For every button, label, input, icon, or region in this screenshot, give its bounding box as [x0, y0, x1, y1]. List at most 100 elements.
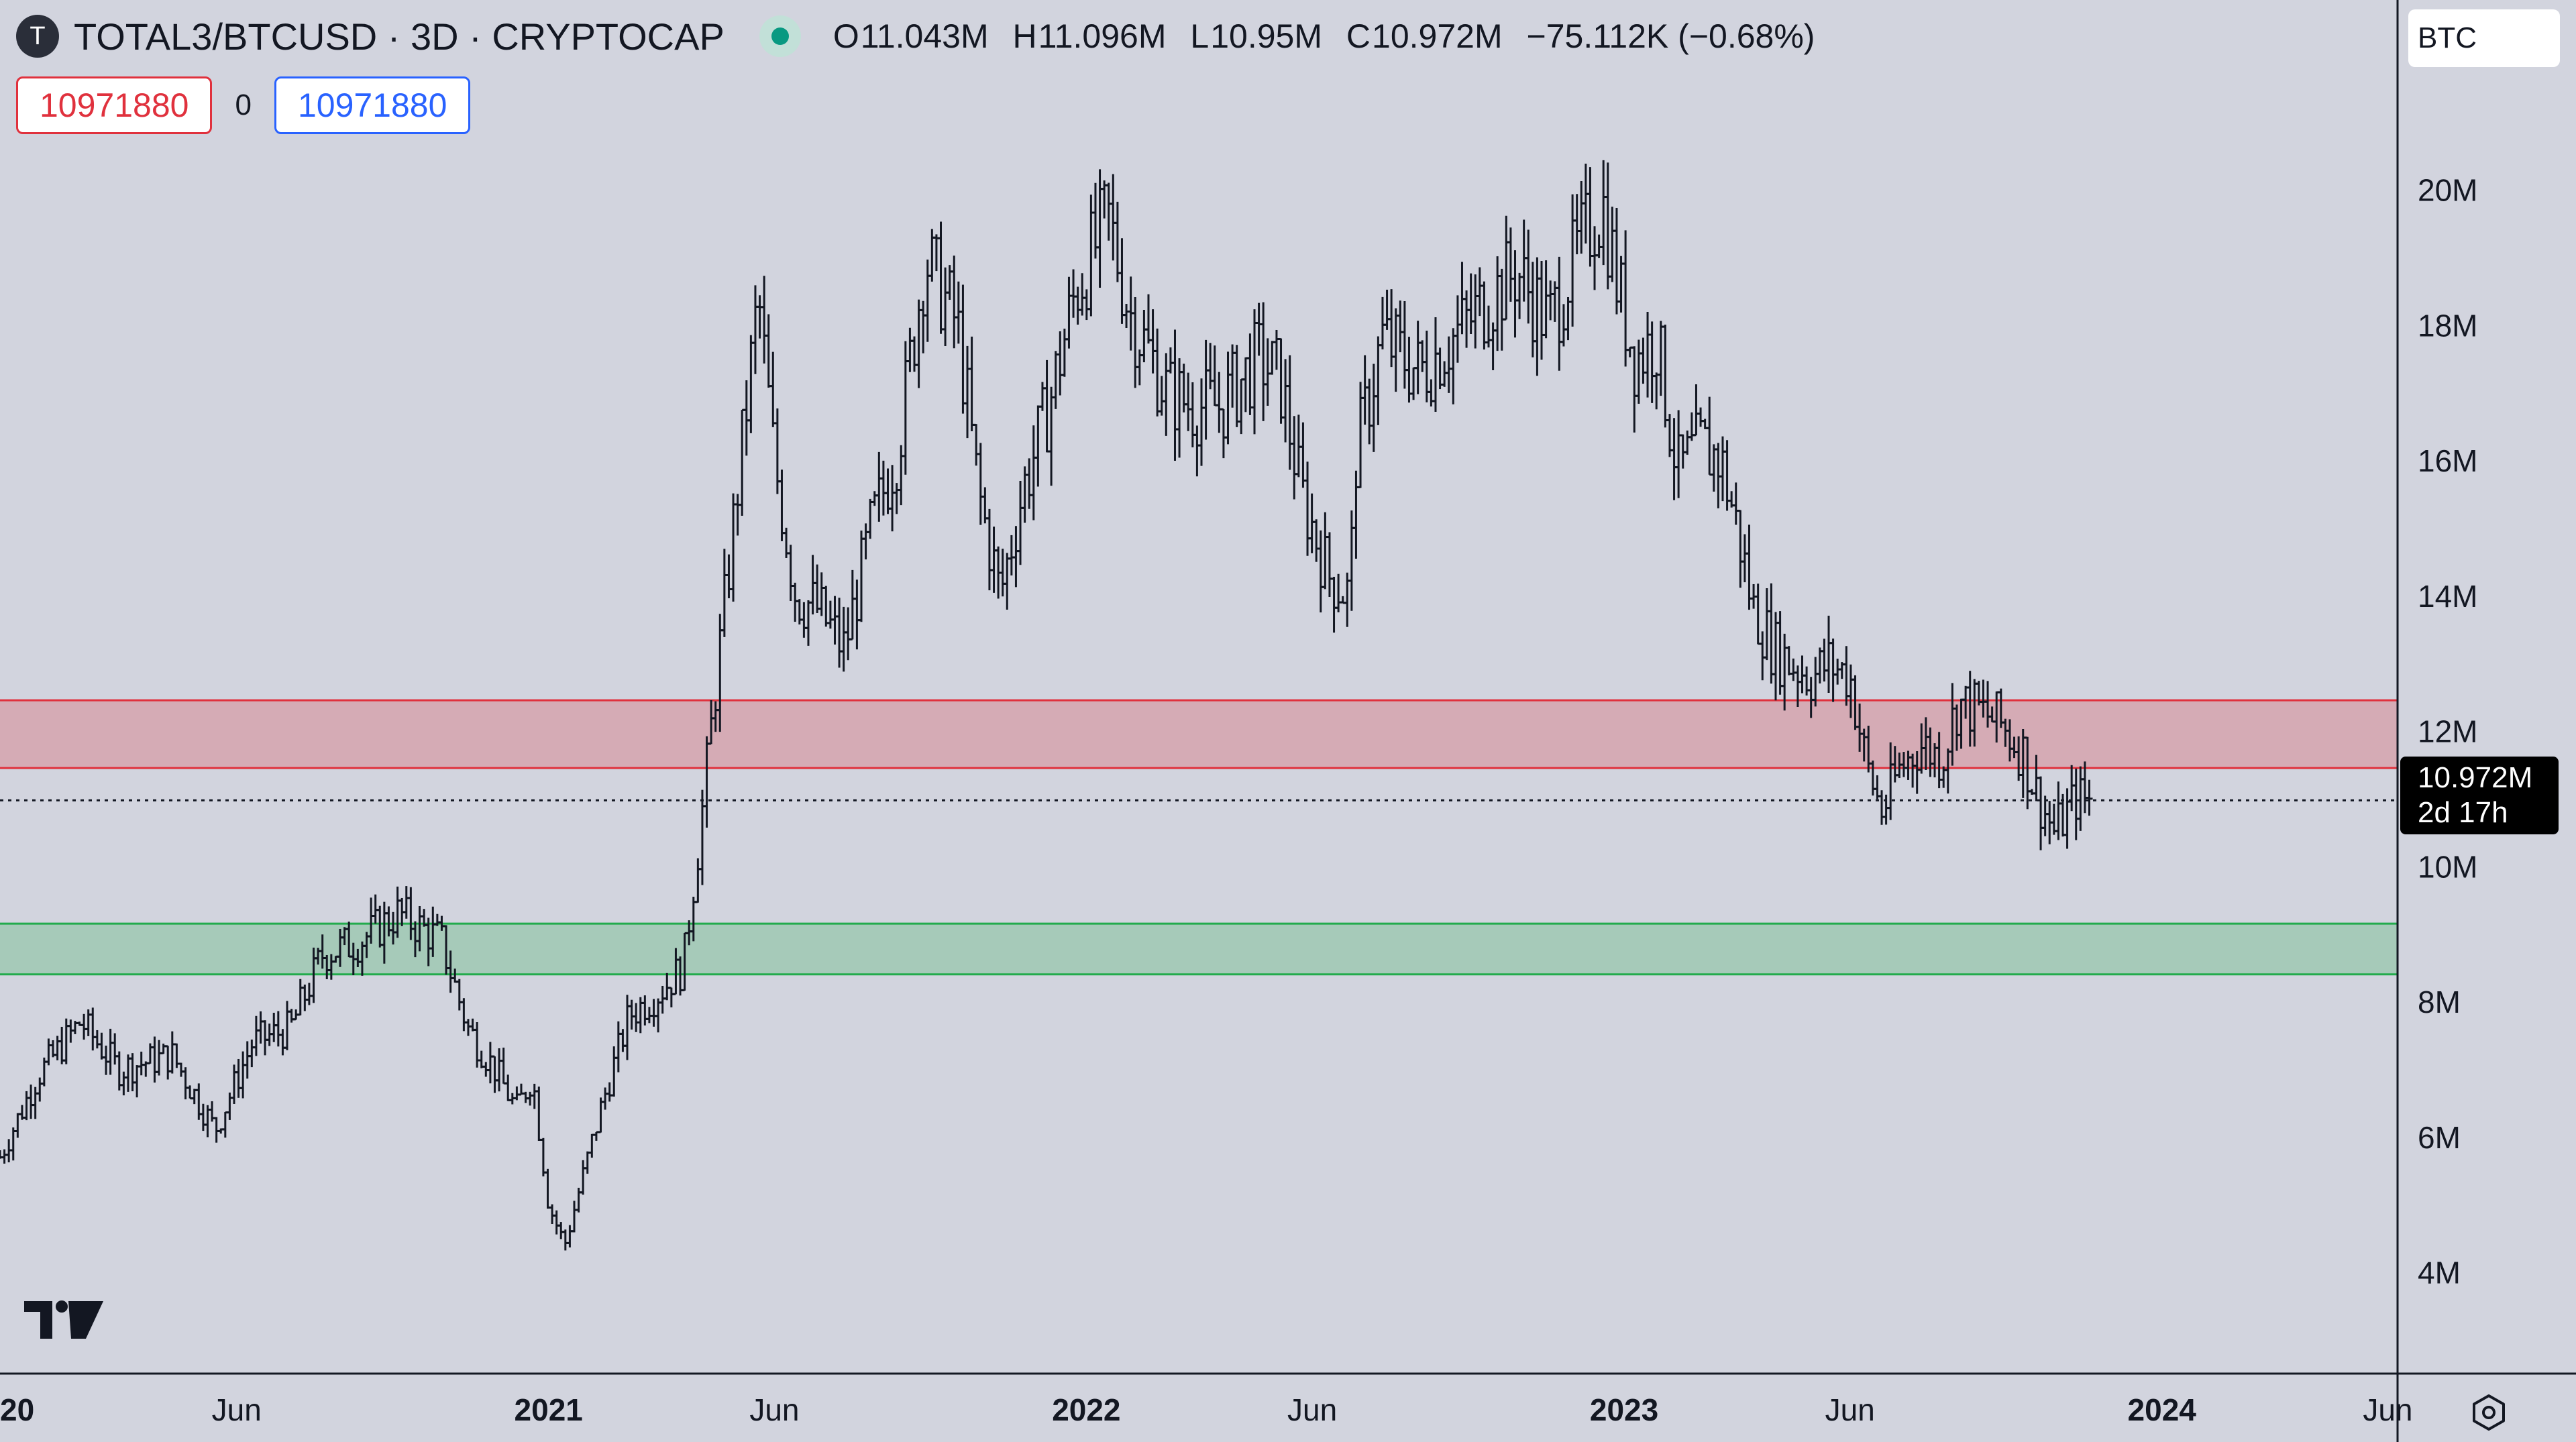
candle: [862, 523, 869, 560]
current-price-label: 10.972M 2d 17h: [2400, 757, 2559, 834]
candle: [1171, 329, 1179, 461]
candle: [279, 1029, 286, 1056]
candle: [500, 1047, 507, 1085]
ohlc-values: O11.043M H11.096M L10.95M C10.972M −75.1…: [833, 17, 1815, 56]
market-status-icon[interactable]: [759, 15, 801, 57]
candle: [164, 1045, 172, 1080]
candle: [544, 1168, 551, 1209]
candle-layer: [0, 160, 2093, 1251]
candle: [857, 531, 865, 622]
sell-button[interactable]: 10971880: [16, 76, 213, 134]
candle: [54, 1036, 61, 1060]
candle: [1034, 405, 1042, 487]
candle: [230, 1064, 237, 1104]
candle: [765, 314, 772, 388]
candle: [1706, 396, 1713, 476]
candle: [98, 1032, 105, 1060]
candle: [1154, 328, 1161, 417]
candle: [527, 1091, 534, 1106]
candle: [1503, 215, 1510, 321]
candle: [1772, 612, 1779, 701]
currency-label: BTC: [2418, 21, 2477, 54]
candle: [1538, 260, 1546, 360]
candle: [1, 1149, 8, 1164]
buy-button[interactable]: 10971880: [274, 76, 471, 134]
candle: [2077, 766, 2084, 831]
candle: [889, 465, 896, 532]
settings-gear-icon[interactable]: [2470, 1394, 2508, 1431]
x-tick-label: 2022: [1052, 1392, 1120, 1427]
candle: [570, 1201, 578, 1233]
candle: [557, 1222, 565, 1239]
candle: [973, 423, 980, 466]
candle: [1291, 416, 1298, 500]
candle: [849, 569, 856, 641]
candle: [1246, 333, 1254, 415]
candle: [191, 1089, 198, 1105]
candle: [1216, 372, 1223, 433]
symbol-header[interactable]: T TOTAL3/BTCUSD · 3D · CRYPTOCAP O11.043…: [16, 12, 1815, 60]
tradingview-logo-icon[interactable]: [21, 1296, 106, 1344]
candle: [698, 789, 706, 885]
candle: [610, 1046, 618, 1097]
candle: [1785, 646, 1792, 675]
candle: [549, 1204, 556, 1225]
currency-selector[interactable]: BTC: [2408, 9, 2560, 67]
candle: [283, 1001, 290, 1050]
candle: [2081, 761, 2088, 814]
candle: [932, 234, 940, 272]
candle: [1149, 309, 1157, 374]
trade-buttons: 10971880 0 10971880: [16, 75, 471, 135]
candle: [968, 336, 975, 431]
candle: [1375, 336, 1382, 425]
candle: [58, 1026, 66, 1064]
candle: [531, 1083, 538, 1109]
candle: [1383, 289, 1391, 330]
candle: [1882, 794, 1890, 825]
candle: [1569, 194, 1576, 327]
symbol-logo-letter: T: [30, 21, 46, 50]
candle: [1481, 281, 1488, 350]
candle: [920, 300, 927, 353]
resistance-zone: [0, 700, 2398, 769]
candle: [792, 582, 799, 622]
candle: [1648, 321, 1656, 403]
symbol-title[interactable]: TOTAL3/BTCUSD · 3D · CRYPTOCAP: [74, 15, 724, 58]
candle: [1498, 268, 1505, 351]
candle: [879, 460, 887, 516]
candle: [1366, 378, 1373, 445]
candle: [1525, 229, 1532, 324]
candle: [1812, 657, 1819, 707]
candle: [566, 1225, 574, 1247]
candle: [845, 607, 852, 661]
candle: [1578, 180, 1585, 254]
candle: [402, 886, 410, 919]
candle: [239, 1051, 247, 1099]
candle: [93, 1030, 101, 1049]
candle: [1308, 493, 1316, 553]
candle: [124, 1054, 131, 1092]
candle: [1251, 309, 1258, 435]
candle: [1662, 324, 1669, 428]
candle: [641, 995, 649, 1025]
candle: [1070, 269, 1077, 318]
close-value: 10.972M: [1372, 17, 1503, 55]
candle: [1622, 230, 1629, 367]
candle: [80, 1013, 88, 1040]
candle: [1401, 300, 1408, 389]
x-tick-label: Jun: [749, 1392, 799, 1427]
x-tick-label: 2023: [1590, 1392, 1658, 1427]
open-value: 11.043M: [860, 17, 989, 55]
candle: [1790, 658, 1797, 681]
candle: [2068, 765, 2076, 812]
candle: [1768, 583, 1775, 684]
candle: [867, 498, 874, 539]
candle: [2055, 781, 2062, 840]
price-change: −75.112K (−0.68%): [1526, 17, 1815, 55]
candle: [1759, 631, 1766, 681]
candle: [1737, 510, 1744, 588]
bar-countdown: 2d 17h: [2418, 796, 2508, 829]
candle: [1410, 367, 1417, 400]
candle: [1361, 355, 1368, 425]
